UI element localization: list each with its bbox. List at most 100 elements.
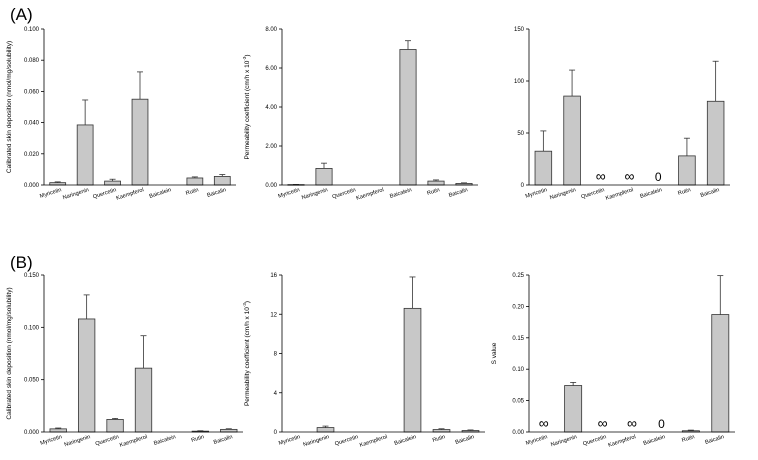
x-tick-label: Naringenin bbox=[64, 434, 92, 448]
y-tick-label: 0.20 bbox=[512, 304, 524, 310]
bar bbox=[49, 428, 67, 433]
y-tick-label: 150 bbox=[514, 27, 525, 33]
y-tick-label: 0.00 bbox=[265, 183, 277, 189]
bar bbox=[564, 385, 583, 433]
y-axis-label: Permeability coefficient (cm/h x 10-3) bbox=[242, 54, 251, 159]
bar bbox=[534, 150, 553, 186]
bar bbox=[104, 180, 121, 186]
y-tick-label: 0.020 bbox=[24, 152, 40, 158]
bar bbox=[131, 98, 149, 186]
bar bbox=[711, 314, 730, 433]
x-tick-label: Rutin bbox=[426, 187, 440, 197]
y-tick-label: 0.05 bbox=[512, 399, 524, 405]
x-tick-label: Rutin bbox=[432, 434, 446, 444]
y-tick-label: 0.100 bbox=[24, 325, 40, 331]
y-tick-label: 2.00 bbox=[265, 144, 277, 150]
x-tick-label: Myricetin bbox=[525, 187, 548, 200]
annotation-marker: 0 bbox=[658, 417, 665, 431]
annotation-marker: ∞ bbox=[596, 168, 606, 184]
x-tick-label: Rutin bbox=[681, 434, 695, 444]
y-tick-label: 0.00 bbox=[512, 430, 524, 436]
y-tick-label: 0.080 bbox=[24, 58, 40, 64]
y-axis-label: Calibrated skin deposition (nmol/mg/solu… bbox=[6, 287, 13, 419]
y-tick-label: 0.000 bbox=[24, 430, 40, 436]
bar bbox=[77, 318, 96, 433]
y-tick-label: 0.25 bbox=[512, 273, 524, 279]
x-tick-label: Quercetin bbox=[95, 434, 120, 447]
annotation-marker: ∞ bbox=[625, 168, 635, 184]
x-tick-label: Naringenin bbox=[549, 187, 577, 201]
x-tick-label: Naringenin bbox=[550, 434, 578, 448]
x-tick-label: Quercetin bbox=[580, 187, 605, 200]
bar bbox=[106, 419, 124, 433]
bar bbox=[186, 177, 204, 186]
y-tick-label: 0.060 bbox=[24, 89, 40, 95]
chart-6: 0.00 0.05 0.10 0.15 0.20 0.25 Myricetin Naringe… bbox=[491, 273, 735, 449]
x-tick-label: Kaempferol bbox=[608, 434, 637, 449]
x-tick-label: Rutin bbox=[191, 434, 205, 444]
x-tick-label: Rutin bbox=[677, 187, 691, 197]
x-tick-label: Baicalin bbox=[206, 187, 226, 199]
bar bbox=[403, 307, 422, 433]
y-tick-label: 0.15 bbox=[512, 336, 524, 342]
y-tick-label: 0 bbox=[521, 183, 525, 189]
x-tick-label: Baicalin bbox=[455, 434, 475, 446]
bar bbox=[213, 176, 231, 186]
x-tick-label: Baicalein bbox=[639, 187, 662, 200]
annotation-marker: ∞ bbox=[598, 415, 608, 431]
y-tick-label: 0.050 bbox=[24, 378, 40, 384]
chart-2: 0.00 2.00 4.00 6.00 8.00 Myricetin Naringenin Q… bbox=[242, 27, 478, 202]
chart-4: 0.000 0.050 0.100 0.150 Myricetin Naringenin Q… bbox=[6, 273, 243, 449]
y-axis-label: Calibrated skin deposition (nmol/mg/solu… bbox=[6, 41, 13, 173]
x-tick-label: Quercetin bbox=[332, 187, 357, 200]
y-tick-label: 0.150 bbox=[24, 273, 40, 279]
chart-5: 0 4 8 12 16 Myricetin Naringenin Quercetin Kaemp… bbox=[242, 273, 485, 449]
y-tick-label: 8.00 bbox=[265, 27, 277, 33]
y-tick-label: 12 bbox=[270, 312, 277, 318]
y-tick-label: 4.00 bbox=[265, 105, 277, 111]
y-tick-label: 0 bbox=[274, 430, 278, 436]
x-tick-label: Myricetin bbox=[39, 187, 62, 200]
y-tick-label: 0.10 bbox=[512, 367, 524, 373]
x-tick-label: Baicalin bbox=[704, 434, 724, 446]
chart-1: 0.000 0.020 0.040 0.060 0.080 0.100 Myricetin N… bbox=[6, 27, 236, 202]
x-tick-label: Baicalein bbox=[153, 434, 176, 447]
y-tick-label: 0.100 bbox=[24, 27, 40, 33]
panel-label-a: (A) bbox=[10, 5, 33, 24]
y-axis-label: S value bbox=[491, 342, 498, 364]
x-tick-label: Myricetin bbox=[525, 434, 548, 447]
x-tick-label: Kaempferol bbox=[605, 187, 634, 202]
y-tick-label: 8 bbox=[274, 352, 278, 358]
y-tick-label: 50 bbox=[517, 131, 524, 137]
x-tick-label: Baicalein bbox=[643, 434, 666, 447]
x-tick-label: Naringenin bbox=[62, 187, 90, 201]
bar bbox=[706, 100, 725, 186]
annotation-marker: ∞ bbox=[539, 415, 549, 431]
x-tick-label: Myricetin bbox=[277, 187, 300, 200]
y-tick-label: 0.000 bbox=[24, 183, 40, 189]
y-tick-label: 100 bbox=[514, 79, 525, 85]
x-tick-label: Rutin bbox=[185, 187, 199, 197]
bar bbox=[134, 367, 153, 433]
x-tick-label: Myricetin bbox=[278, 434, 301, 447]
y-tick-label: 4 bbox=[274, 391, 278, 397]
y-tick-label: 16 bbox=[270, 273, 277, 279]
x-tick-label: Kaempferol bbox=[356, 187, 385, 202]
x-tick-label: Kaempferol bbox=[359, 434, 388, 449]
panel-label-b: (B) bbox=[10, 253, 33, 272]
bar bbox=[678, 155, 696, 186]
x-tick-label: Baicalin bbox=[448, 187, 468, 199]
y-tick-label: 6.00 bbox=[265, 66, 277, 72]
bar bbox=[399, 49, 417, 186]
x-tick-label: Kaempferol bbox=[116, 187, 145, 202]
x-tick-label: Quercetin bbox=[92, 187, 117, 200]
bar bbox=[427, 180, 445, 186]
x-tick-label: Baicalin bbox=[700, 187, 720, 199]
chart-3: 0 50 100 150 Myricetin Naringenin Quercetin Kae… bbox=[514, 27, 730, 202]
y-tick-label: 0.040 bbox=[24, 121, 40, 127]
bar bbox=[315, 168, 333, 186]
y-axis-label: Permeability coefficient (cm/h x 10-3) bbox=[242, 301, 251, 406]
x-tick-label: Myricetin bbox=[40, 434, 63, 447]
annotation-marker: ∞ bbox=[627, 415, 637, 431]
